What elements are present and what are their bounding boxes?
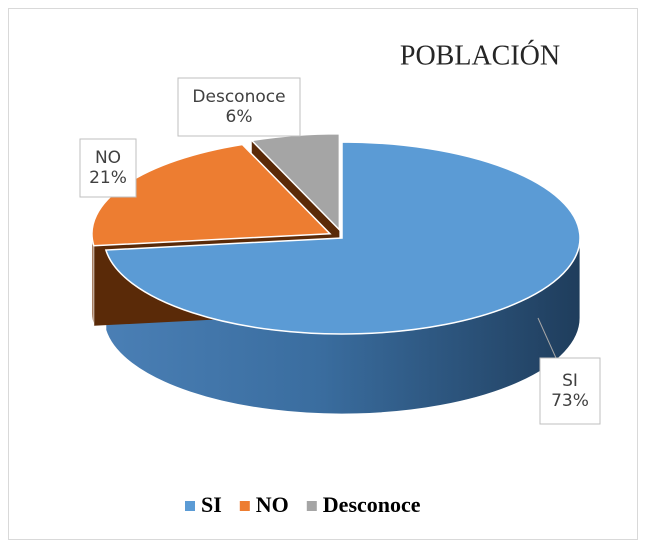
legend-swatch [239,501,250,511]
data-label-category: NO [95,148,121,168]
slice [104,141,581,335]
data-label: Desconoce 6% [192,87,285,127]
leader-line [537,317,557,359]
data-label: NO 21% [89,148,127,188]
data-label-category: Desconoce [192,87,285,107]
data-label-value: 6% [226,107,253,127]
data-label-box [539,357,601,425]
data-label-box [177,77,301,137]
chart-title: POBLACIÓN [400,40,560,71]
data-label-value: 21% [89,168,127,188]
legend: SI NO Desconoce [185,492,421,517]
data-label-category: SI [562,371,578,391]
data-label: SI 73% [551,371,589,411]
pie: SI 73% NO 21% Desconoce 6% [79,77,601,425]
legend-swatch [306,501,317,511]
data-label-value: 73% [551,391,589,411]
legend-swatch [185,501,195,511]
legend-label: SI [201,492,222,517]
data-label-box [79,138,137,198]
legend-label: Desconoce [323,492,421,517]
slice-side [91,233,95,326]
legend-label: NO [256,492,289,517]
